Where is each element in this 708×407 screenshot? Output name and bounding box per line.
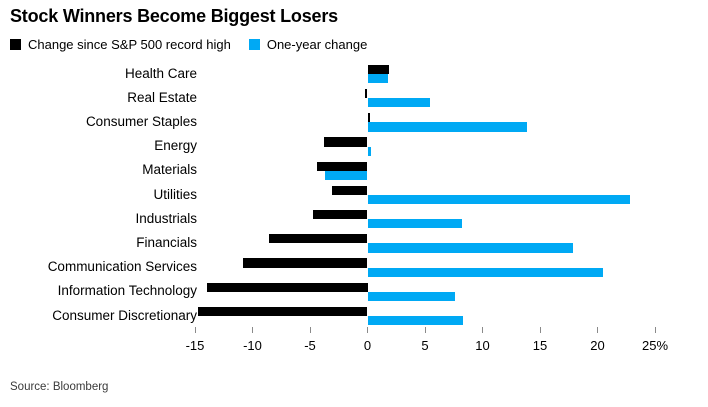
x-axis-tick-label: -10 xyxy=(243,338,262,353)
category-label: Materials xyxy=(142,162,197,178)
x-axis-tick xyxy=(482,327,483,333)
category-label: Consumer Discretionary xyxy=(52,307,197,323)
bar-one-year-change xyxy=(324,170,368,180)
bar-since-record-high xyxy=(313,210,368,220)
legend-label-one-year-change: One-year change xyxy=(266,37,368,52)
x-axis-tick xyxy=(252,327,253,333)
bar-since-record-high xyxy=(367,64,390,74)
x-axis-tick xyxy=(654,327,656,333)
x-axis-tick xyxy=(597,327,598,333)
bar-since-record-high xyxy=(316,161,368,171)
x-axis-tick xyxy=(194,327,196,333)
legend: Change since S&P 500 record high One-yea… xyxy=(10,37,367,52)
chart-title: Stock Winners Become Biggest Losers xyxy=(10,6,338,26)
category-label: Energy xyxy=(154,138,197,154)
bar-since-record-high xyxy=(243,258,368,268)
x-axis-tick-label: 5 xyxy=(421,338,429,353)
category-label: Health Care xyxy=(124,65,197,81)
x-axis-tick-label: 15 xyxy=(532,338,548,353)
x-axis-tick-label: -15 xyxy=(185,338,205,353)
legend-label-since-record-high: Change since S&P 500 record high xyxy=(28,37,231,52)
x-axis-tick-label: 10 xyxy=(475,338,490,353)
legend-item-one-year-change: One-year change xyxy=(248,37,368,52)
bar-one-year-change xyxy=(367,316,463,326)
bar-since-record-high xyxy=(323,137,368,147)
x-axis-tick xyxy=(424,327,426,333)
bar-one-year-change xyxy=(367,98,430,108)
category-label: Utilities xyxy=(153,186,197,202)
bar-one-year-change xyxy=(367,219,462,229)
x-axis-tick xyxy=(367,327,368,333)
category-label: Industrials xyxy=(135,210,197,226)
bar-since-record-high xyxy=(367,113,370,123)
bar-one-year-change xyxy=(367,267,604,277)
bar-one-year-change xyxy=(367,243,574,253)
x-axis-tick xyxy=(539,327,541,333)
legend-swatch-since-record-high-icon xyxy=(10,39,21,50)
bar-one-year-change xyxy=(367,122,528,132)
legend-item-since-record-high: Change since S&P 500 record high xyxy=(10,37,231,52)
bar-since-record-high xyxy=(365,89,368,99)
bar-one-year-change xyxy=(367,195,630,205)
x-axis-tick-label: 20 xyxy=(590,338,605,353)
bar-since-record-high xyxy=(206,282,368,292)
bar-since-record-high xyxy=(268,234,368,244)
bar-since-record-high xyxy=(198,306,368,316)
bar-one-year-change xyxy=(367,146,371,156)
x-axis-tick xyxy=(309,327,311,333)
bar-one-year-change xyxy=(367,74,389,84)
legend-swatch-one-year-change-icon xyxy=(248,39,260,50)
x-axis-tick-label: 25% xyxy=(641,338,669,353)
x-axis-tick-label: 0 xyxy=(363,338,372,353)
category-label: Financials xyxy=(136,234,197,250)
category-label: Information Technology xyxy=(57,283,197,299)
source-note: Source: Bloomberg xyxy=(10,381,109,393)
x-axis-tick-label: -5 xyxy=(304,338,316,353)
category-label: Consumer Staples xyxy=(85,113,197,129)
category-label: Real Estate xyxy=(127,89,197,105)
bar-one-year-change xyxy=(367,291,455,301)
bar-since-record-high xyxy=(331,185,368,195)
category-label: Communication Services xyxy=(47,259,197,275)
